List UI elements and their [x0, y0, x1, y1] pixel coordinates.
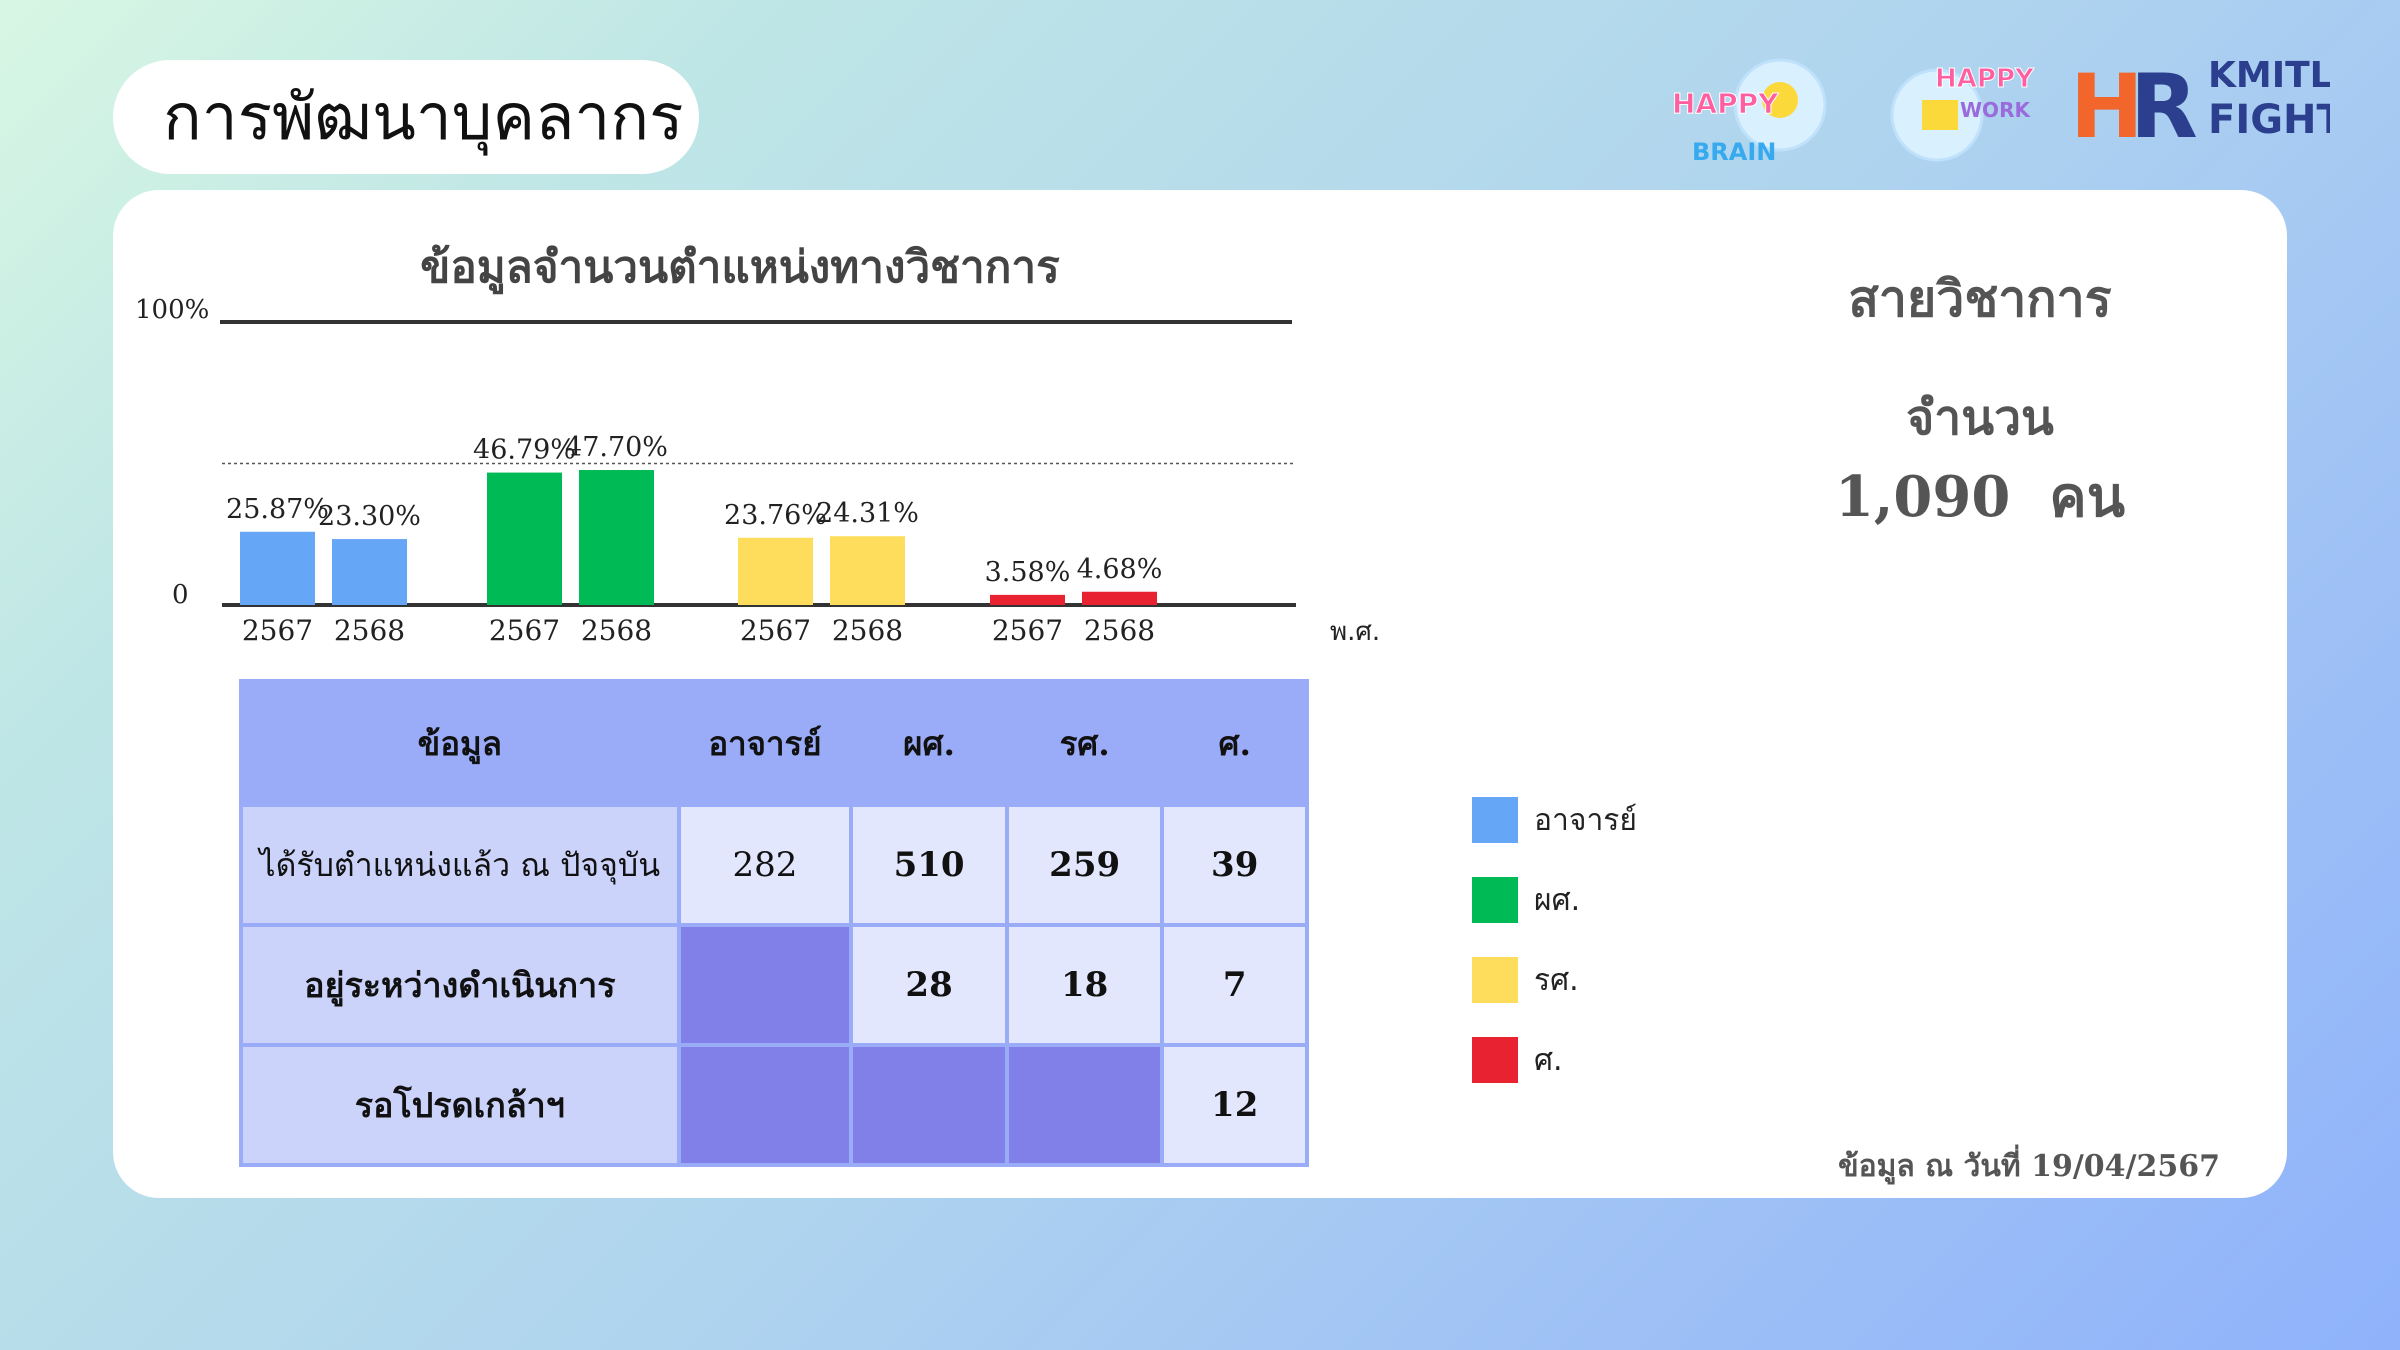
svg-text:KMITL: KMITL — [2208, 55, 2330, 96]
count-label: จำนวน — [1906, 390, 2054, 446]
y-tick-label: 0 — [172, 580, 189, 610]
legend-label: ศ. — [1534, 1042, 1563, 1078]
bar-value-label: 4.68% — [1077, 554, 1163, 585]
count-value: 1,090 คน — [1834, 464, 2126, 530]
logo-group: HAPPY BRAIN HAPPY WORK H R KMITL FIGHT — [1660, 45, 2345, 185]
bar — [332, 539, 407, 605]
x-tick-label: 2568 — [581, 614, 652, 647]
svg-text:H: H — [2070, 55, 2144, 158]
table-cell: 7 — [1160, 923, 1309, 1047]
happy-brain-logo: HAPPY BRAIN — [1672, 58, 1827, 166]
table-cell: 28 — [849, 923, 1009, 1047]
x-tick-label: 2567 — [740, 614, 811, 647]
table-cell-empty — [849, 1043, 1009, 1167]
happy-work-logo: HAPPY WORK — [1890, 64, 2035, 162]
table-header-cell: ศ. — [1160, 679, 1309, 807]
y-tick-label: 100% — [135, 295, 209, 325]
table-header-cell: อาจารย์ — [676, 679, 854, 807]
x-tick-label: 2568 — [832, 614, 903, 647]
svg-text:FIGHT: FIGHT — [2208, 97, 2330, 143]
legend-label: อาจารย์ — [1534, 802, 1637, 838]
table-header-cell: ผศ. — [849, 679, 1009, 807]
x-tick-label: 2567 — [242, 614, 313, 647]
svg-text:R: R — [2130, 55, 2198, 158]
svg-text:HAPPY: HAPPY — [1672, 87, 1779, 120]
summary-title: สายวิชาการ — [1848, 269, 2112, 328]
x-tick-label: 2567 — [489, 614, 560, 647]
bar — [738, 537, 813, 605]
bar — [240, 531, 315, 605]
legend-item: ผศ. — [1472, 860, 1637, 940]
bar-value-label: 46.79% — [473, 435, 576, 466]
data-table: ข้อมูล อาจารย์ ผศ. รศ. ศ. ได้รับตำแหน่งแ… — [239, 679, 1309, 1167]
bar — [990, 594, 1065, 605]
row-label: ได้รับตำแหน่งแล้ว ณ ปัจจุบัน — [239, 803, 681, 927]
legend-item: อาจารย์ — [1472, 780, 1637, 860]
table-row: อยู่ระหว่างดำเนินการ 28 18 7 — [239, 923, 1309, 1047]
hr-kmitl-fight-logo: H R KMITL FIGHT — [2070, 55, 2345, 158]
x-tick-label: 2568 — [1084, 614, 1155, 647]
table-cell-empty — [1004, 1043, 1165, 1167]
legend-item: ศ. — [1472, 1020, 1637, 1100]
table-cell: 18 — [1004, 923, 1165, 1047]
table-cell: 259 — [1004, 803, 1165, 927]
bar — [1082, 591, 1157, 605]
table-row: รอโปรดเกล้าฯ 12 — [239, 1043, 1309, 1167]
bar-value-label: 47.70% — [565, 432, 668, 463]
bar-value-label: 25.87% — [226, 494, 329, 525]
table-cell-empty — [676, 1043, 854, 1167]
bar — [487, 472, 562, 605]
row-label: รอโปรดเกล้าฯ — [239, 1043, 681, 1167]
bar-value-label: 24.31% — [816, 498, 919, 529]
bar-value-label: 3.58% — [985, 557, 1071, 588]
x-tick-label: 2568 — [334, 614, 405, 647]
bar-chart: 100% 0 พ.ศ. 25.87% 2567 23.30% 2568 46.79% 2567 4… — [135, 295, 1380, 647]
bar-value-label: 23.30% — [318, 501, 421, 532]
page-title: การพัฒนาบุคลากร — [113, 60, 699, 174]
legend-swatch — [1472, 1037, 1518, 1083]
legend-label: ผศ. — [1534, 882, 1581, 918]
table-cell: 12 — [1160, 1043, 1309, 1167]
bar — [830, 536, 905, 605]
x-tick-label: 2567 — [992, 614, 1063, 647]
chart-title: ข้อมูลจำนวนตำแหน่งทางวิชาการ — [420, 242, 1060, 293]
legend-swatch — [1472, 797, 1518, 843]
table-cell: 282 — [676, 803, 854, 927]
table-header-cell: รศ. — [1004, 679, 1165, 807]
svg-text:BRAIN: BRAIN — [1692, 138, 1776, 166]
bar-value-label: 23.76% — [724, 500, 827, 531]
chart-legend: อาจารย์ ผศ. รศ. ศ. — [1472, 780, 1637, 1100]
table-header-row: ข้อมูล อาจารย์ ผศ. รศ. ศ. — [239, 679, 1309, 807]
table-cell: 510 — [849, 803, 1009, 927]
row-label: อยู่ระหว่างดำเนินการ — [239, 923, 681, 1047]
table-cell: 39 — [1160, 803, 1309, 927]
legend-item: รศ. — [1472, 940, 1637, 1020]
legend-swatch — [1472, 957, 1518, 1003]
legend-swatch — [1472, 877, 1518, 923]
x-axis-label: พ.ศ. — [1330, 617, 1380, 647]
data-date-footnote: ข้อมูล ณ วันที่ 19/04/2567 — [1838, 1149, 2220, 1184]
legend-label: รศ. — [1534, 962, 1579, 998]
table-header-cell: ข้อมูล — [239, 679, 681, 807]
svg-text:HAPPY: HAPPY — [1935, 64, 2035, 94]
svg-text:WORK: WORK — [1960, 98, 2031, 122]
table-row: ได้รับตำแหน่งแล้ว ณ ปัจจุบัน 282 510 259… — [239, 803, 1309, 927]
bar — [579, 470, 654, 605]
table-cell-empty — [676, 923, 854, 1047]
